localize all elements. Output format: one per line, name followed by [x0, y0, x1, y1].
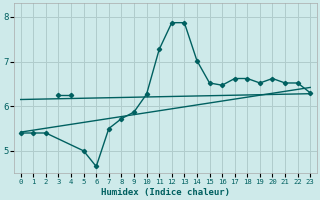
X-axis label: Humidex (Indice chaleur): Humidex (Indice chaleur)	[101, 188, 230, 197]
